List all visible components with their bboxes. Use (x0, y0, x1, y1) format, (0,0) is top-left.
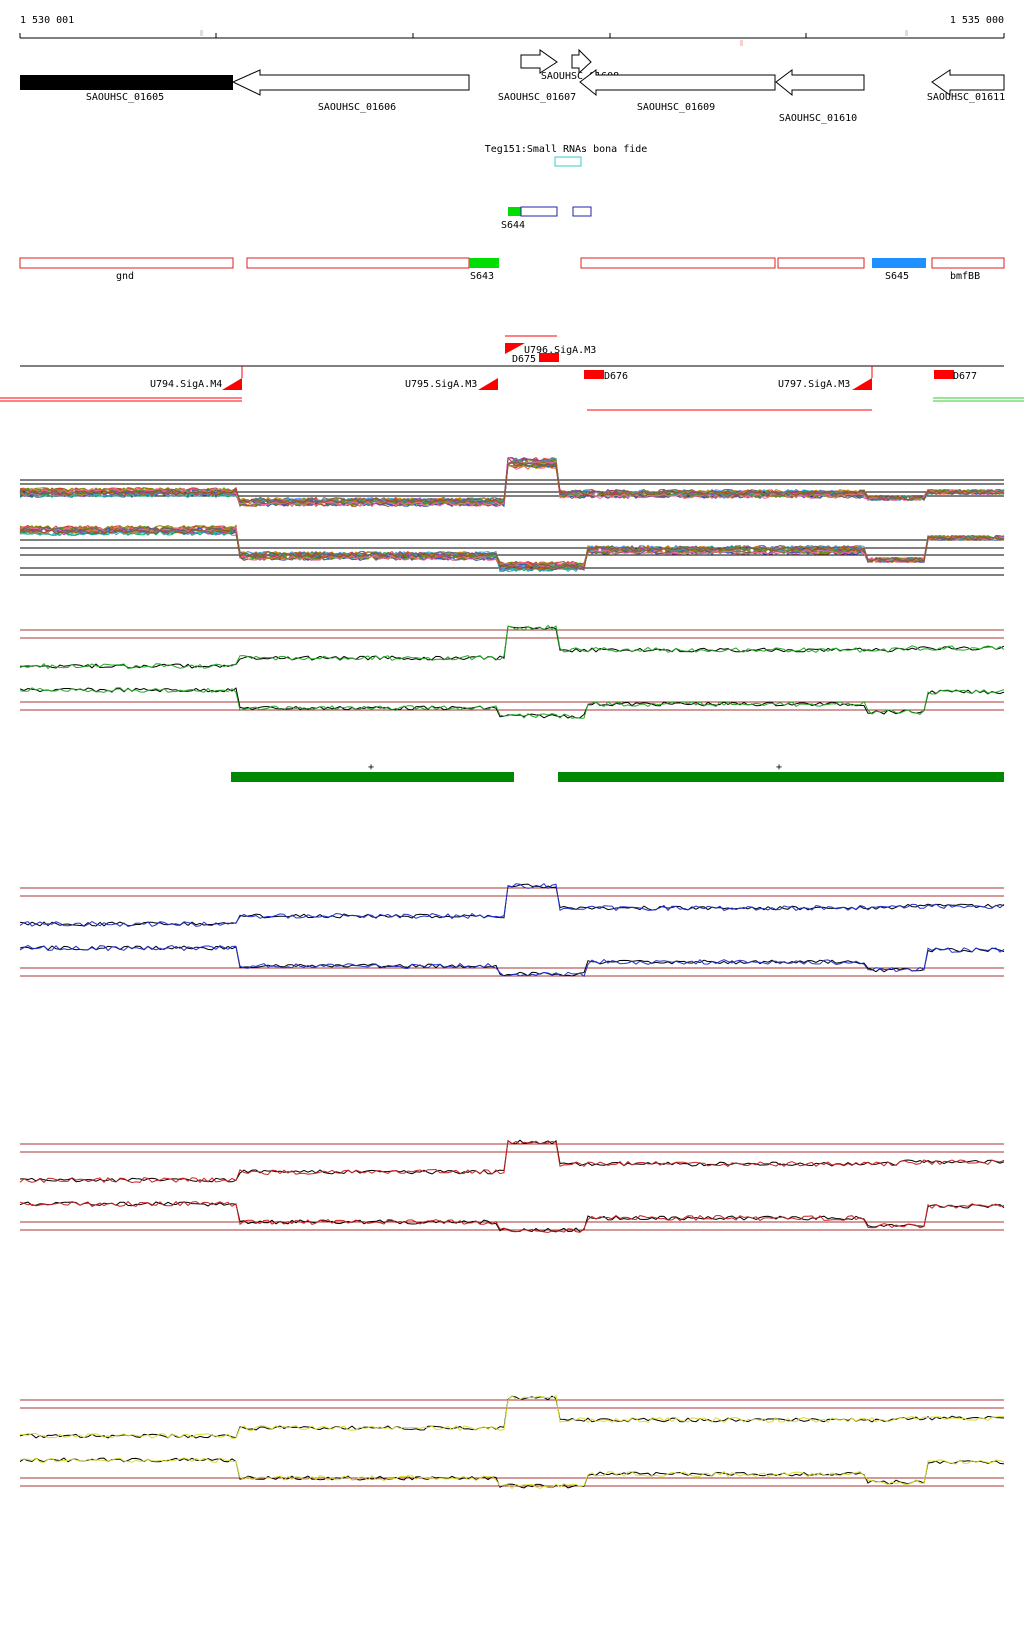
condition-profile-forward (19, 462, 1005, 504)
segment-box[interactable] (246, 257, 470, 269)
gene-saouhsc-01610[interactable]: SAOUHSC_01610 (775, 69, 865, 124)
profile-forward-reference (19, 625, 1005, 669)
operon-strand-label: + (776, 762, 782, 773)
expression-panel-multicondition (19, 456, 1005, 576)
promoter-label: U794.SigA.M4 (150, 379, 222, 390)
gene-label: SAOUHSC_01610 (779, 113, 857, 124)
segment-label-s644: S644 (501, 220, 525, 231)
gene-label: SAOUHSC_01609 (637, 102, 715, 113)
profile-reverse-reference (19, 1201, 1005, 1233)
terminator-label: D677 (953, 371, 977, 382)
promoter-label: U797.SigA.M3 (778, 379, 850, 390)
terminator-d675[interactable]: D675 (512, 353, 559, 365)
gene-label: SAOUHSC_01611 (927, 92, 1005, 103)
profile-forward (19, 1394, 1005, 1439)
profile-forward (19, 1139, 1005, 1184)
segment-s643[interactable] (469, 258, 499, 268)
gene-saouhsc-01605[interactable]: SAOUHSC_01605 (20, 75, 233, 103)
gene-label: SAOUHSC_01608 (541, 71, 619, 82)
expression-panel-blue (19, 883, 1005, 978)
gene-saouhsc-01607[interactable]: SAOUHSC_01607 (498, 49, 576, 103)
expression-panel-green (19, 624, 1005, 719)
gene-saouhsc-01611[interactable]: SAOUHSC_01611 (927, 69, 1005, 103)
promoter-label: U795.SigA.M3 (405, 379, 477, 390)
gene-saouhsc-01606[interactable]: SAOUHSC_01606 (231, 69, 470, 113)
profile-reverse (19, 1457, 1005, 1490)
segment-track-1: S644 (501, 206, 592, 231)
promoter-u796[interactable]: U796.SigA.M3 (505, 343, 596, 356)
segment-s644[interactable] (508, 207, 521, 216)
gene-saouhsc-01608[interactable]: SAOUHSC_01608 (541, 48, 619, 82)
segment-label-s645: S645 (885, 271, 909, 282)
promoter-label: U796.SigA.M3 (524, 345, 596, 356)
segment-box[interactable] (777, 257, 865, 269)
gene-saouhsc-01609[interactable]: SAOUHSC_01609 (579, 69, 776, 113)
small-rna-feature[interactable] (554, 156, 582, 167)
segment-gnd[interactable] (19, 257, 234, 269)
segment-label-gnd: gnd (116, 271, 134, 282)
operon-bar[interactable] (231, 772, 514, 782)
segment-box[interactable] (572, 206, 592, 217)
terminator-d677[interactable]: D677 (934, 370, 977, 382)
operon-strand-label: + (368, 762, 374, 773)
expression-panel-red (19, 1139, 1005, 1234)
condition-profile-forward (19, 462, 1005, 505)
segment-label-bmfbb: bmfBB (950, 271, 980, 282)
small-rna-label: Teg151:Small RNAs bona fide (485, 144, 648, 155)
profile-reverse (19, 1200, 1005, 1234)
segment-box[interactable] (580, 257, 776, 269)
terminator-label: D675 (512, 354, 536, 365)
operon-track: + + (231, 762, 1004, 782)
profile-forward (19, 624, 1005, 670)
profile-forward-reference (19, 1395, 1005, 1439)
gene-label: SAOUHSC_01605 (86, 92, 164, 103)
gene-label: SAOUHSC_01607 (498, 92, 576, 103)
segment-label-s643: S643 (470, 271, 494, 282)
regulatory-track: U794.SigA.M4 U795.SigA.M3 U796.SigA.M3 U… (0, 335, 1024, 411)
condition-profile-reverse (19, 526, 1005, 569)
condition-profile-reverse (19, 527, 1005, 570)
small-rna-track: Teg151:Small RNAs bona fide (485, 144, 648, 167)
promoter-u795[interactable]: U795.SigA.M3 (405, 378, 498, 390)
gene-track: SAOUHSC_01605 SAOUHSC_01606 SAOUHSC_0160… (20, 48, 1005, 124)
operon-bar[interactable] (558, 772, 1004, 782)
gene-label: SAOUHSC_01606 (318, 102, 396, 113)
promoter-u797[interactable]: U797.SigA.M3 (778, 366, 873, 390)
expression-panel-yellow (19, 1394, 1005, 1490)
segment-s645[interactable] (872, 258, 926, 268)
condition-profile-forward (19, 464, 1005, 508)
condition-profile-forward (19, 463, 1005, 504)
profile-forward-reference (19, 1139, 1005, 1183)
condition-profile-reverse (19, 525, 1005, 568)
segment-track-2: gnd S643 S645 bmfBB (19, 257, 1005, 282)
segment-box[interactable] (520, 206, 558, 217)
profile-forward (19, 883, 1005, 927)
condition-profile-forward (19, 460, 1005, 506)
profile-reverse (19, 944, 1005, 978)
terminator-label: D676 (604, 371, 628, 382)
ruler-end-label: 1 535 000 (950, 15, 1004, 26)
ruler-start-label: 1 530 001 (20, 15, 74, 26)
profile-reverse (19, 687, 1005, 719)
terminator-d676[interactable]: D676 (584, 370, 628, 382)
segment-bmfbb[interactable] (931, 257, 1005, 269)
condition-profile-reverse (20, 528, 1005, 570)
promoter-u794[interactable]: U794.SigA.M4 (150, 366, 243, 390)
profile-reverse-reference (19, 1457, 1005, 1489)
profile-forward-reference (19, 883, 1005, 927)
coordinate-ruler: 1 530 001 1 535 000 (19, 15, 1005, 46)
